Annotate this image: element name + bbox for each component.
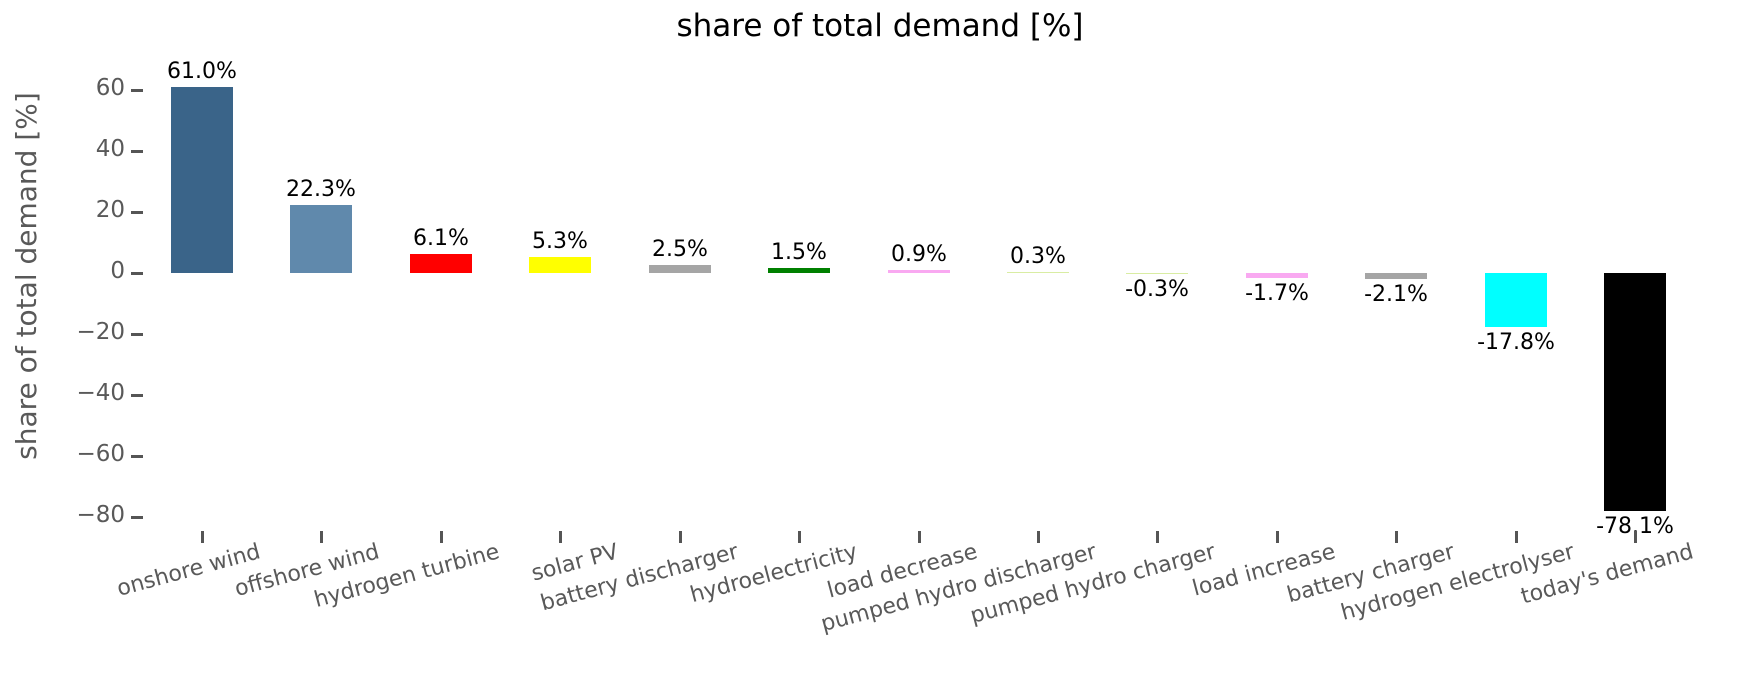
bar-value-label: 6.1% — [413, 226, 469, 251]
x-tick-mark — [1395, 531, 1398, 543]
y-tick-mark — [131, 394, 143, 397]
y-tick-mark — [131, 272, 143, 275]
bar-value-label: 5.3% — [532, 229, 588, 254]
x-tick-mark — [798, 531, 801, 543]
bar-value-label: 2.5% — [652, 237, 708, 262]
y-tick-label: 60 — [95, 75, 125, 101]
y-tick-mark — [131, 333, 143, 336]
bar-value-label: -17.8% — [1477, 330, 1555, 355]
bar-onshore-wind — [171, 87, 233, 273]
bar-load-decrease — [888, 270, 950, 273]
y-tick-label: −60 — [76, 441, 125, 467]
bar-value-label: -2.1% — [1364, 282, 1428, 307]
x-tick-mark — [1634, 531, 1637, 543]
y-tick-label: 0 — [110, 258, 125, 284]
y-tick-label: 20 — [95, 197, 125, 223]
bar-value-label: 1.5% — [771, 240, 827, 265]
bar-value-label: 0.9% — [891, 242, 947, 267]
y-tick-mark — [131, 211, 143, 214]
bar-battery-charger — [1365, 273, 1427, 279]
x-tick-mark — [1276, 531, 1279, 543]
bar-hydroelectricity — [768, 268, 830, 273]
chart-title: share of total demand [%] — [0, 8, 1764, 44]
bar-value-label: 22.3% — [286, 177, 356, 202]
bar-pumped-hydro-charger — [1126, 273, 1188, 274]
bar-value-label: -1.7% — [1245, 281, 1309, 306]
x-tick-mark — [559, 531, 562, 543]
y-tick-mark — [131, 455, 143, 458]
y-tick-label: −40 — [76, 380, 125, 406]
y-axis-label: share of total demand [%] — [10, 92, 43, 460]
y-tick-mark — [131, 150, 143, 153]
bar-today-s-demand — [1604, 273, 1666, 511]
y-tick-label: −20 — [76, 319, 125, 345]
bar-offshore-wind — [290, 205, 352, 273]
x-tick-mark — [1156, 531, 1159, 543]
x-tick-mark — [1515, 531, 1518, 543]
y-tick-mark — [131, 516, 143, 519]
bar-value-label: 61.0% — [167, 59, 237, 84]
y-tick-label: 40 — [95, 136, 125, 162]
x-tick-mark — [918, 531, 921, 543]
bar-solar-pv — [529, 257, 591, 273]
bar-load-increase — [1246, 273, 1308, 278]
y-tick-label: −80 — [76, 502, 125, 528]
bar-hydrogen-turbine — [410, 254, 472, 273]
x-tick-mark — [440, 531, 443, 543]
bar-value-label: -0.3% — [1125, 277, 1189, 302]
bar-pumped-hydro-discharger — [1007, 272, 1069, 273]
y-tick-mark — [131, 89, 143, 92]
x-tick-mark — [679, 531, 682, 543]
chart-title-text: share of total demand [%] — [676, 8, 1084, 44]
bar-hydrogen-electrolyser — [1485, 273, 1547, 327]
x-tick-mark — [201, 531, 204, 543]
bar-value-label: 0.3% — [1010, 244, 1066, 269]
x-tick-mark — [320, 531, 323, 543]
x-tick-mark — [1037, 531, 1040, 543]
bar-battery-discharger — [649, 265, 711, 273]
